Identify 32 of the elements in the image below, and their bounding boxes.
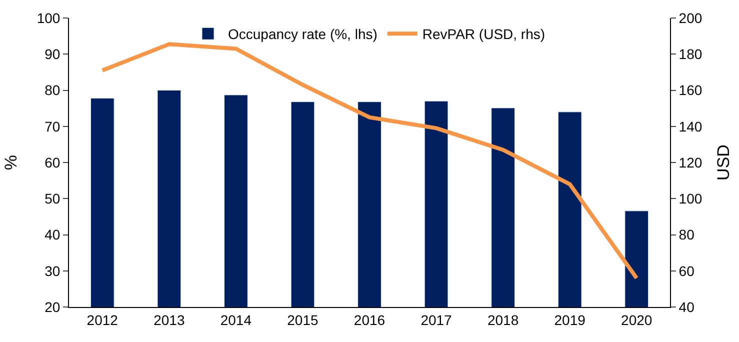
y-tick-label: 80 — [44, 82, 60, 98]
y-tick-label: 70 — [44, 118, 60, 134]
y2-tick-label: 100 — [678, 190, 702, 207]
y-tick-label: 40 — [44, 226, 60, 243]
x-tick-label: 2016 — [354, 312, 386, 328]
y-tick-label: 30 — [44, 262, 60, 279]
legend-label: Occupancy rate (%, lhs) — [228, 26, 378, 42]
x-tick-label: 2013 — [154, 312, 185, 328]
y-tick-label: 20 — [44, 298, 60, 315]
y2-tick-label: 160 — [678, 82, 702, 98]
y2-tick-label: 120 — [678, 154, 702, 170]
line-series — [100, 42, 639, 280]
y2-tick-label: 40 — [678, 298, 695, 315]
x-tick-label: 2014 — [220, 312, 252, 328]
x-tick-label: 2015 — [287, 312, 318, 328]
y2-tick-label: 200 — [678, 10, 702, 26]
y-axis-title: % — [1, 154, 20, 170]
y2-tick-label: 80 — [678, 226, 695, 243]
x-tick-label: 2012 — [86, 312, 118, 328]
y-tick-label: 50 — [44, 190, 60, 207]
y2-tick-label: 180 — [678, 46, 702, 62]
y-tick-label: 60 — [44, 154, 60, 170]
y-tick-label: 100 — [36, 10, 60, 26]
y2-tick-label: 60 — [678, 262, 695, 279]
x-tick-label: 2017 — [420, 312, 452, 328]
y2-tick-label: 140 — [678, 118, 702, 134]
x-tick-label: 2018 — [487, 312, 519, 328]
x-tick-label: 2019 — [554, 312, 586, 328]
legend-label: RevPAR (USD, rhs) — [422, 26, 546, 42]
y2-axis-title: USD — [714, 144, 733, 180]
y-tick-label: 90 — [44, 46, 60, 62]
x-tick-label: 2020 — [621, 312, 652, 328]
